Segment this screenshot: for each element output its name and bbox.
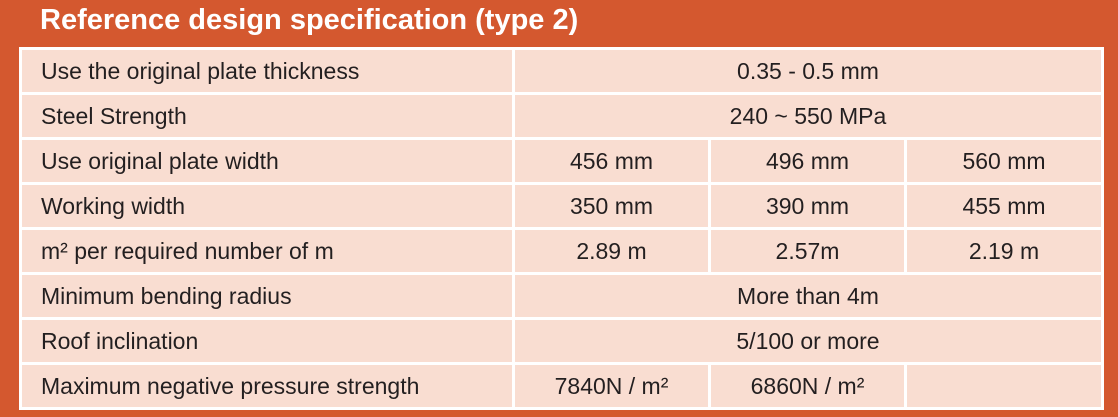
value-cell: 5/100 or more bbox=[515, 320, 1101, 362]
value-cell: 7840N / m² bbox=[515, 365, 708, 407]
row-label: Use the original plate thickness bbox=[22, 50, 512, 92]
row-label: Minimum bending radius bbox=[22, 275, 512, 317]
value-cell: More than 4m bbox=[515, 275, 1101, 317]
row-label: Working width bbox=[22, 185, 512, 227]
row-label: Steel Strength bbox=[22, 95, 512, 137]
table-row: Use the original plate thickness 0.35 - 0… bbox=[22, 50, 1101, 92]
title: Reference design specification (type 2) bbox=[40, 4, 579, 36]
value-cell: 6860N / m² bbox=[711, 365, 904, 407]
empty-cell bbox=[907, 365, 1101, 407]
value-cell: 2.57m bbox=[711, 230, 904, 272]
row-label: Use original plate width bbox=[22, 140, 512, 182]
row-label: Roof inclination bbox=[22, 320, 512, 362]
value-cell: 350 mm bbox=[515, 185, 708, 227]
value-cell: 560 mm bbox=[907, 140, 1101, 182]
value-cell: 240 ~ 550 MPa bbox=[515, 95, 1101, 137]
value-cell: 456 mm bbox=[515, 140, 708, 182]
row-label: m² per required number of m bbox=[22, 230, 512, 272]
spec-table: Use the original plate thickness 0.35 - 0… bbox=[19, 47, 1104, 410]
table-row: Minimum bending radius More than 4m bbox=[22, 275, 1101, 317]
value-cell: 455 mm bbox=[907, 185, 1101, 227]
table-row: Use original plate width 456 mm 496 mm 560 … bbox=[22, 140, 1101, 182]
value-cell: 2.89 m bbox=[515, 230, 708, 272]
value-cell: 0.35 - 0.5 mm bbox=[515, 50, 1101, 92]
value-cell: 390 mm bbox=[711, 185, 904, 227]
table-row: Steel Strength 240 ~ 550 MPa bbox=[22, 95, 1101, 137]
table-row: Working width 350 mm 390 mm 455 mm bbox=[22, 185, 1101, 227]
table-row: m² per required number of m 2.89 m 2.57m 2.… bbox=[22, 230, 1101, 272]
table-row: Roof inclination 5/100 or more bbox=[22, 320, 1101, 362]
value-cell: 2.19 m bbox=[907, 230, 1101, 272]
row-label: Maximum negative pressure strength bbox=[22, 365, 512, 407]
value-cell: 496 mm bbox=[711, 140, 904, 182]
table-row: Maximum negative pressure strength 7840N … bbox=[22, 365, 1101, 407]
